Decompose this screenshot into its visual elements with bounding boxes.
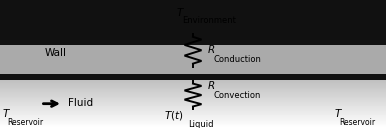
Bar [0,127,386,128]
Bar [0,111,386,112]
Text: $T(t)$: $T(t)$ [164,109,184,122]
Bar [0,114,386,115]
Bar [0,96,386,97]
Text: $R$: $R$ [207,43,215,55]
Bar [0,110,386,111]
Text: Liquid: Liquid [188,120,213,128]
Text: Reservoir: Reservoir [8,118,44,127]
Bar [0,116,386,117]
Bar [0,90,386,91]
Bar [0,76,386,77]
Bar [0,82,386,83]
Bar [0,124,386,125]
Bar [0,100,386,101]
Text: Wall: Wall [44,48,66,58]
Bar [0,74,386,80]
Bar [0,106,386,107]
Bar [0,91,386,92]
Bar [0,122,386,123]
Bar [0,87,386,88]
Bar [0,123,386,124]
Bar [0,77,386,78]
Bar [0,108,386,109]
Bar [0,102,386,103]
Bar [0,88,386,89]
Text: Convection: Convection [213,91,261,100]
Bar [0,85,386,86]
Text: $T$: $T$ [334,107,343,119]
Text: $T$: $T$ [2,107,11,119]
Bar [0,101,386,102]
Bar [0,113,386,114]
Bar [0,126,386,127]
Bar [0,118,386,119]
Bar [0,104,386,105]
Text: Environment: Environment [183,16,237,25]
Bar [0,83,386,84]
Bar [0,117,386,118]
Bar [0,74,386,75]
Bar [0,121,386,122]
Bar [0,89,386,90]
Bar [0,109,386,110]
Bar [0,95,386,96]
Bar [0,120,386,121]
Text: $R$: $R$ [207,79,215,91]
Bar [0,119,386,120]
Bar [0,32,386,74]
Bar [0,75,386,76]
Bar [0,115,386,116]
Bar [0,97,386,98]
Bar [0,107,386,108]
Bar [0,81,386,82]
Bar [0,93,386,94]
Bar [0,84,386,85]
Bar [0,78,386,79]
Bar [0,79,386,80]
Bar [0,105,386,106]
Bar [0,98,386,99]
Bar [0,112,386,113]
Bar [0,125,386,126]
Bar [0,92,386,93]
Bar [0,99,386,100]
Text: Conduction: Conduction [213,55,261,64]
Bar [0,103,386,104]
Text: Reservoir: Reservoir [340,118,376,127]
Bar [0,0,386,45]
Text: $T$: $T$ [176,6,185,18]
Text: Fluid: Fluid [68,98,93,108]
Bar [0,80,386,81]
Bar [0,86,386,87]
Bar [0,94,386,95]
